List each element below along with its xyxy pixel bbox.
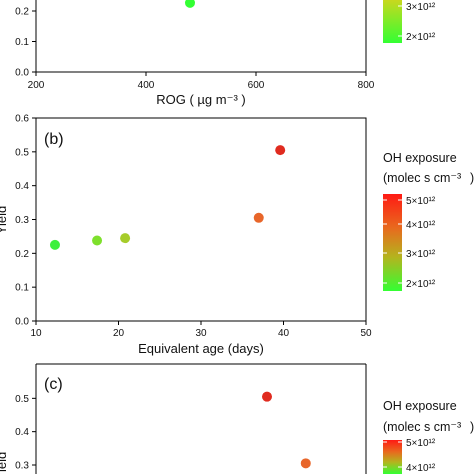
panel-a-x-tick-label: 800: [358, 80, 375, 91]
panel-b-y-tick-label: 0.6: [15, 114, 29, 125]
panel-a-y-tick-label: 0.0: [15, 68, 29, 79]
panel-c-label: (c): [44, 376, 63, 393]
panel-b-x-tick-label: 40: [278, 328, 290, 339]
panel-b-data-point: [253, 212, 264, 223]
panel-b-colorbar-title-line1: OH exposure: [383, 151, 457, 165]
panel-c-colorbar-title-line2: (molec s cm⁻³: [383, 420, 461, 434]
panel-b-x-tick-label: 30: [195, 328, 207, 339]
panel-b-colorbar-title-line2: (molec s cm⁻³: [383, 171, 461, 185]
panel-b-colorbar-tick-label: 3×10¹²: [406, 249, 436, 260]
panel-c-y-tick-label: 0.5: [15, 394, 29, 405]
panel-c-colorbar-tick-label: 5×10¹²: [406, 438, 436, 449]
panel-b-colorbar-tick-label: 4×10¹²: [406, 220, 436, 231]
panel-b-colorbar-title-paren: ): [470, 171, 474, 185]
panel-b-y-axis-label: Yield: [0, 206, 9, 234]
panel-a-colorbar-tick-label: 2×10¹²: [406, 32, 436, 43]
panel-a-colorbar-tick-label: 3×10¹²: [406, 2, 436, 13]
panel-b-frame: [35, 117, 367, 322]
panel-b-y-tick-label: 0.3: [15, 215, 29, 226]
panel-b-label: (b): [44, 131, 64, 148]
panel-c-colorbar-title-paren: ): [470, 420, 474, 434]
panel-c-colorbar-title-line1: OH exposure: [383, 399, 457, 413]
panel-a-y-tick-label: 0.2: [15, 7, 29, 18]
panel-b-x-tick-label: 20: [113, 328, 125, 339]
panel-b-colorbar-tick-label: 2×10¹²: [406, 279, 436, 290]
panel-b-data-point: [275, 145, 286, 156]
panel-b-data-point: [49, 239, 60, 250]
panel-b-data-point: [120, 233, 131, 244]
panel-a-x-tick-label: 200: [28, 80, 45, 91]
panel-a-data-point: [185, 0, 195, 8]
panel-a-x-axis-label: ROG ( µg m⁻³ ): [156, 92, 245, 107]
panel-a: 200 400 600 800 0.0 0.1 0.2 ROG ( µg m⁻³ ) 3×…: [15, 0, 436, 107]
panel-b-y-tick-label: 0.5: [15, 147, 29, 158]
panel-a-x-tick-label: 600: [248, 80, 265, 91]
panel-c-y-tick-label: 0.4: [15, 427, 29, 438]
panel-b-colorbar-tick-label: 5×10¹²: [406, 196, 436, 207]
panel-b: (b) 10 20 30 40 50 0.0 0.1 0.2 0.3 0.4 0.5 0.6 Equ…: [0, 114, 474, 357]
panel-b-colorbar: [383, 194, 402, 291]
panel-c-y-tick-label: 0.3: [15, 461, 29, 472]
panel-b-y-tick-label: 0.4: [15, 181, 29, 192]
panel-b-y-tick-label: 0.2: [15, 249, 29, 260]
panel-a-y-tick-label: 0.1: [15, 37, 29, 48]
panel-c-y-axis-label: Yield: [0, 452, 9, 474]
panel-c: (c) 0.30.40.5 OH exposure (molec s cm⁻³ …: [15, 363, 474, 474]
panel-c-colorbar: [383, 440, 402, 474]
panel-c-data-point: [262, 391, 272, 402]
panel-b-x-axis-label: Equivalent age (days): [138, 341, 264, 356]
panel-c-data-point: [300, 458, 311, 469]
panel-b-y-tick-label: 0.0: [15, 317, 29, 328]
panel-b-data-point: [92, 235, 103, 246]
panel-a-x-tick-label: 400: [138, 80, 155, 91]
panel-b-x-tick-label: 10: [30, 328, 42, 339]
panel-b-y-tick-label: 0.1: [15, 283, 29, 294]
panel-c-colorbar-tick-label: 4×10¹²: [406, 463, 436, 474]
panel-a-colorbar: [383, 0, 402, 43]
panel-b-x-tick-label: 50: [360, 328, 372, 339]
